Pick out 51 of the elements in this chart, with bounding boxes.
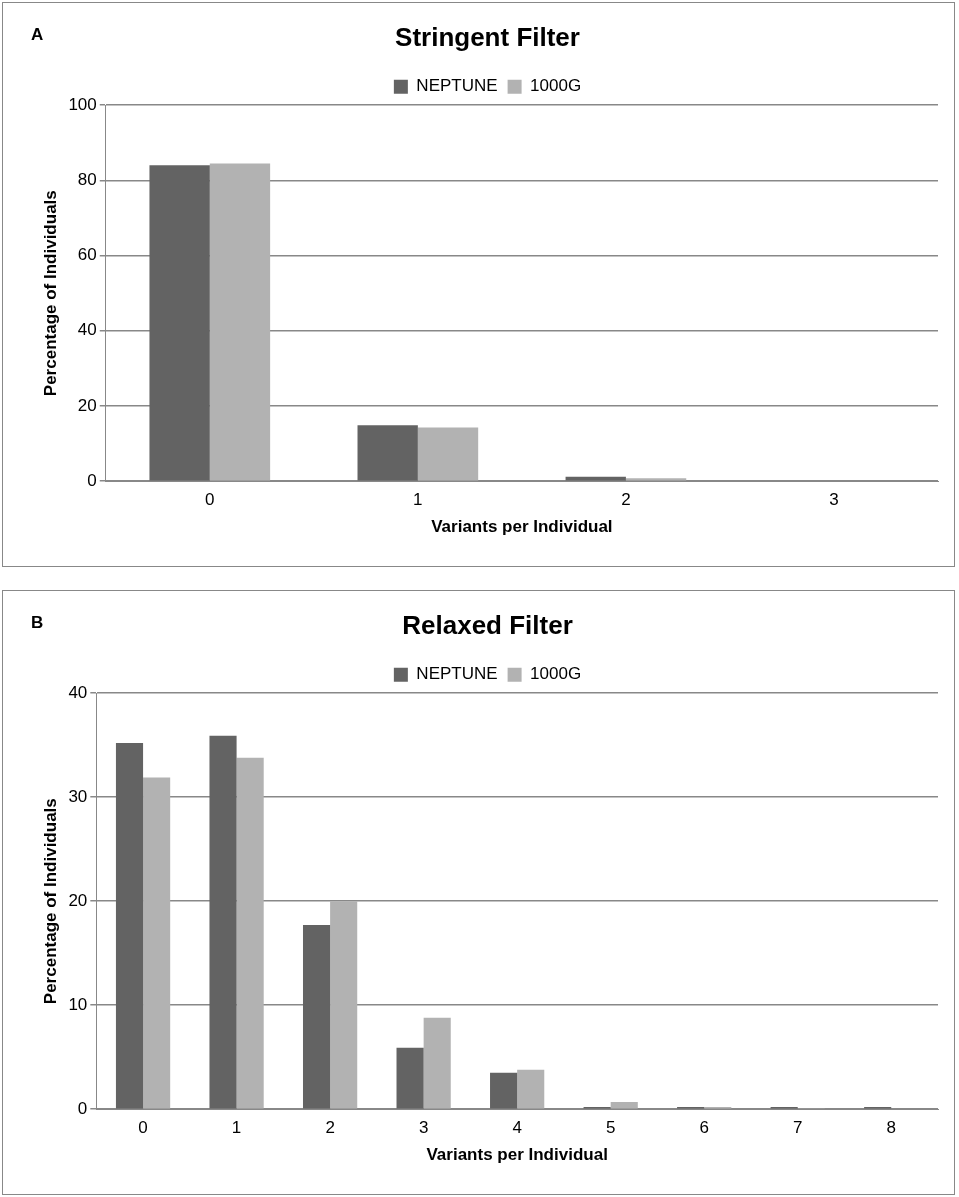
x-tick-label: 2 bbox=[325, 1118, 335, 1138]
bar bbox=[115, 743, 144, 1109]
y-axis-title: Percentage of Individuals bbox=[40, 190, 60, 397]
bar bbox=[302, 925, 331, 1109]
y-tick-label: 40 bbox=[68, 682, 88, 702]
text: A bbox=[31, 25, 44, 45]
x-tick-label: 8 bbox=[886, 1118, 896, 1138]
x-tick-label: 3 bbox=[418, 1118, 429, 1138]
x-tick-label: 1 bbox=[231, 1118, 242, 1138]
y-tick-label: 20 bbox=[68, 890, 88, 910]
legend-label: NEPTUNE bbox=[416, 664, 498, 684]
bar bbox=[330, 901, 358, 1109]
legend-label: 1000G bbox=[530, 76, 582, 96]
text: B bbox=[31, 613, 44, 633]
x-tick-label: 6 bbox=[699, 1118, 709, 1138]
y-tick-label: 30 bbox=[68, 786, 88, 806]
y-tick-label: 20 bbox=[77, 395, 97, 415]
y-tick-label: 80 bbox=[77, 170, 97, 190]
bar bbox=[149, 165, 210, 481]
bar bbox=[423, 1017, 451, 1109]
bar bbox=[490, 1072, 518, 1109]
bar bbox=[417, 427, 479, 481]
x-tick-label: 1 bbox=[413, 490, 423, 510]
y-tick-label: 10 bbox=[68, 994, 88, 1014]
bar bbox=[357, 425, 418, 481]
legend-label: 1000G bbox=[530, 664, 582, 684]
y-tick-label: 100 bbox=[68, 94, 97, 114]
bar bbox=[236, 757, 264, 1109]
bar bbox=[209, 735, 237, 1109]
y-tick-label: 40 bbox=[77, 320, 97, 340]
x-tick-label: 2 bbox=[621, 490, 631, 510]
x-tick-label: 3 bbox=[829, 490, 839, 510]
y-tick-label: 0 bbox=[87, 470, 97, 490]
bar bbox=[610, 1101, 638, 1109]
bar bbox=[396, 1047, 424, 1109]
y-tick-label: 0 bbox=[77, 1098, 88, 1118]
x-tick-label: 7 bbox=[792, 1118, 803, 1138]
chart-title: Stringent Filter bbox=[395, 21, 580, 52]
bar bbox=[143, 777, 171, 1109]
y-tick-label: 60 bbox=[77, 245, 97, 265]
x-axis-title: Variants per Individual bbox=[426, 1145, 608, 1165]
x-tick-label: 0 bbox=[138, 1118, 148, 1138]
bar bbox=[517, 1069, 545, 1109]
chart-title: Relaxed Filter bbox=[402, 609, 573, 640]
x-tick-label: 0 bbox=[205, 490, 215, 510]
x-tick-label: 5 bbox=[605, 1118, 616, 1138]
bar bbox=[209, 163, 271, 481]
x-axis-title: Variants per Individual bbox=[431, 517, 613, 537]
x-tick-label: 4 bbox=[512, 1118, 522, 1138]
y-axis-title: Percentage of Individuals bbox=[40, 798, 60, 1005]
legend-label: NEPTUNE bbox=[416, 76, 498, 96]
